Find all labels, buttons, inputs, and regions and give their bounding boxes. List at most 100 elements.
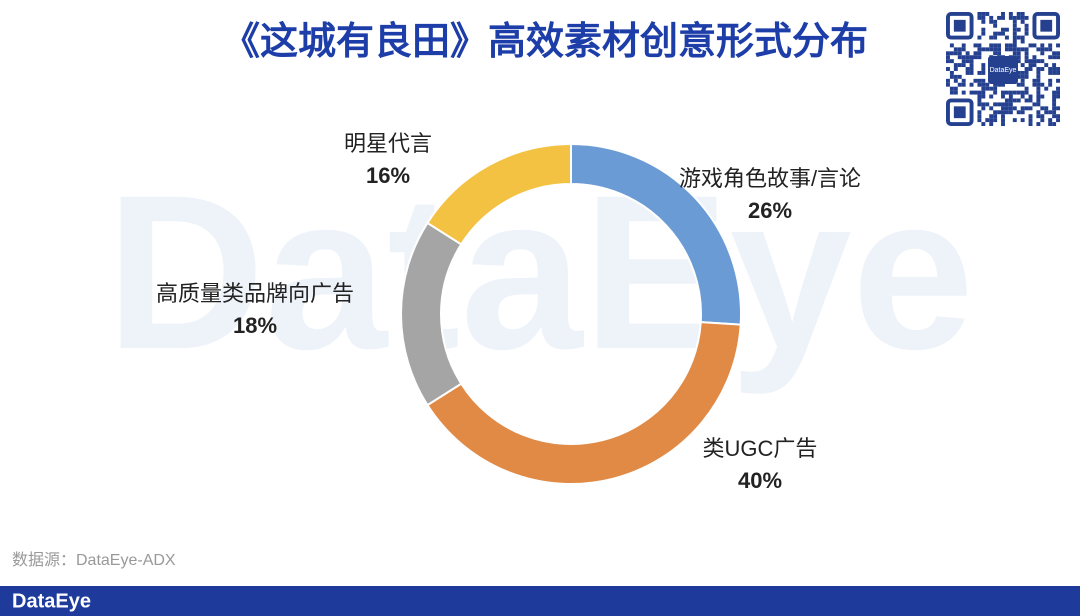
qr-cell [1056,94,1060,99]
qr-cell [1020,78,1025,83]
qr-cell [989,118,994,123]
qr-finder [953,19,966,32]
qr-finder [1040,19,1053,32]
qr-cell [989,15,994,20]
qr-cell [953,67,958,71]
qr-cell [1048,82,1053,87]
qr-cell [993,23,998,28]
qr-cell [1056,90,1060,95]
qr-cell [1020,47,1025,52]
qr-code: DataEye [946,12,1060,126]
qr-cell [969,63,974,68]
qr-cell [989,43,994,48]
qr-cell [961,82,966,87]
qr-cell [985,86,990,91]
qr-cell [1008,47,1013,52]
qr-cell [1016,12,1021,16]
qr-cell [977,98,982,103]
qr-cell [1040,47,1045,52]
qr-cell [1032,43,1037,48]
qr-cell [1028,59,1033,64]
qr-cell [1001,82,1005,87]
qr-cell [1056,78,1060,83]
qr-cell [1024,67,1029,71]
qr-cell [1012,23,1017,28]
qr-cell [981,90,986,95]
qr-cell [1020,39,1025,44]
value-label: 16% [366,163,410,188]
qr-finder [1032,12,1060,40]
qr-cell [993,47,998,52]
qr-cell [977,118,982,123]
qr-cell [1052,106,1057,111]
qr-cell [1012,118,1017,123]
qr-cell [969,90,974,95]
qr-cell [1004,35,1009,40]
qr-cell [993,102,998,107]
qr-cell [981,106,986,111]
qr-cell [1044,110,1049,115]
qr-cell [1040,94,1045,99]
qr-cell [973,51,978,56]
qr-cell [977,43,982,48]
qr-cell [977,78,982,83]
qr-cell [989,86,994,91]
qr-cell [1028,98,1033,103]
qr-cell [1008,110,1013,115]
qr-cell [993,31,998,36]
qr-cell [1028,106,1033,111]
slice-label: 明星代言 [344,131,432,156]
qr-cell [985,118,990,123]
qr-cell [965,51,970,56]
qr-cell [977,102,982,107]
qr-cell [1036,86,1041,91]
footer-bar [0,586,1080,616]
qr-cell [993,19,998,24]
qr-cell [1048,43,1053,48]
qr-cell [1032,55,1037,60]
qr-cell [977,47,982,52]
qr-cell [981,27,986,32]
qr-cell [1048,55,1053,60]
qr-cell [957,82,962,87]
qr-cell [949,74,954,79]
qr-cell [981,47,986,52]
qr-cell [1012,43,1017,48]
watermark: DataEye [106,149,974,395]
slice-label: 游戏角色故事/言论 [679,166,861,191]
qr-cell [977,110,982,115]
qr-cell [977,82,982,87]
qr-cell [953,86,958,91]
qr-cell [953,63,958,68]
qr-cell [1052,102,1057,107]
qr-cell [1012,106,1017,111]
qr-cell [1056,86,1060,91]
qr-cell [961,63,966,68]
qr-cell [1016,98,1021,103]
donut-slice [426,142,572,246]
qr-cell [965,59,970,64]
qr-cell [1024,31,1029,36]
qr-cell [969,55,974,60]
qr-cell [1028,63,1033,68]
qr-cell [981,78,986,83]
qr-cell [1016,27,1021,32]
qr-cell [961,90,966,95]
qr-cell [1008,106,1013,111]
qr-cell [1052,114,1057,119]
qr-cell [1056,118,1060,123]
qr-cell [993,90,998,95]
qr-cell [1036,110,1041,115]
qr-cell [1001,102,1005,107]
qr-cell [1012,31,1017,36]
qr-cell [1016,82,1021,87]
qr-cell [1004,110,1009,115]
value-label: 26% [748,198,792,223]
qr-cell [1012,27,1017,32]
qr-cell [1040,43,1045,48]
qr-cell [1012,51,1017,56]
qr-cell [1044,63,1049,68]
qr-cell [1056,51,1060,56]
qr-cell [1020,35,1025,40]
qr-cell [1020,82,1025,87]
